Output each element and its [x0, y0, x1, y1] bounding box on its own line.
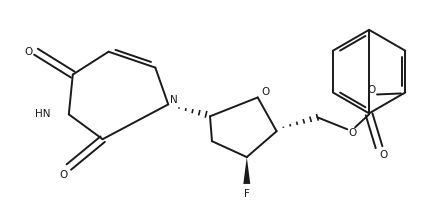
Text: O: O: [380, 150, 388, 160]
Text: O: O: [24, 47, 32, 57]
Text: HN: HN: [35, 109, 51, 119]
Text: O: O: [348, 128, 356, 138]
Text: O: O: [60, 170, 68, 180]
Polygon shape: [243, 157, 250, 184]
Text: F: F: [244, 189, 250, 199]
Text: O: O: [367, 85, 375, 95]
Text: O: O: [262, 87, 270, 97]
Text: N: N: [170, 95, 178, 105]
